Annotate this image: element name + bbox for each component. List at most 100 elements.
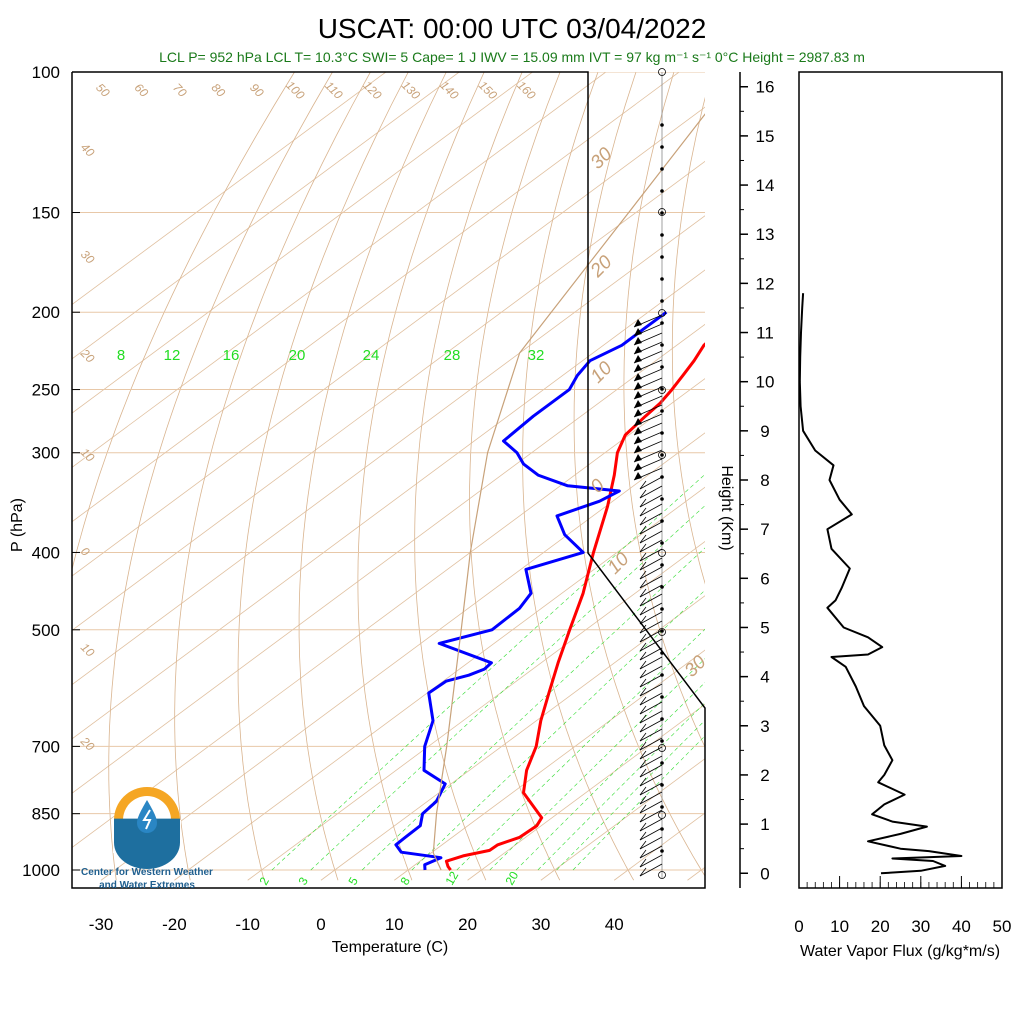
wind-barb-feather xyxy=(639,777,647,787)
wind-barb-feather xyxy=(639,588,647,598)
wind-calm-circle xyxy=(658,549,666,557)
height-tick-label: 8 xyxy=(760,471,769,490)
temperature-tick-label: 30 xyxy=(531,915,550,934)
wind-barb xyxy=(639,647,663,661)
isotherm xyxy=(174,486,705,881)
mixing-ratio-line xyxy=(271,473,705,871)
isotherm xyxy=(72,72,607,468)
wind-barb-feather xyxy=(639,525,647,535)
wind-barb-dot xyxy=(660,541,664,545)
logo-text-line2: and Water Extremes xyxy=(99,880,195,891)
height-tick-label: 4 xyxy=(760,668,769,687)
wind-barb-dot xyxy=(660,585,664,589)
cw3e-logo: Center for Western Weather and Water Ext… xyxy=(81,787,213,891)
dry-adiabat xyxy=(72,72,295,572)
wind-barb-feather xyxy=(639,804,647,814)
wind-barb-feather xyxy=(639,849,647,859)
wind-barb-dot xyxy=(660,167,664,171)
dry-adiabat xyxy=(522,72,635,881)
mixing-ratio-line xyxy=(411,589,705,871)
wind-barb-feather xyxy=(639,795,647,805)
height-tick-label: 5 xyxy=(760,618,769,637)
wind-barb-flag xyxy=(634,427,642,435)
wind-barb xyxy=(639,683,663,697)
wind-barb-dot xyxy=(660,431,664,435)
pressure-tick-label: 500 xyxy=(32,621,60,640)
isotherm xyxy=(72,72,533,414)
height-tick-label: 1 xyxy=(760,815,769,834)
isotherm xyxy=(320,595,705,881)
flux-axis-label: Water Vapor Flux (g/kg*m/s) xyxy=(800,943,1000,960)
wind-barb xyxy=(639,548,663,562)
pressure-tick-label: 1000 xyxy=(22,861,60,880)
wind-barb xyxy=(639,755,663,769)
wind-barb xyxy=(639,692,663,706)
wind-barb xyxy=(639,476,663,490)
wind-barb-feather xyxy=(639,714,647,724)
wind-barb-flag xyxy=(634,409,642,417)
height-tick-label: 13 xyxy=(756,225,775,244)
wind-barb-flag xyxy=(634,373,642,381)
wind-barb-flag xyxy=(634,364,642,372)
dry-adiabat xyxy=(357,72,485,881)
height-axis-label: Height (Km) xyxy=(718,465,735,550)
wind-barb xyxy=(639,818,663,832)
wind-calm-circle xyxy=(658,208,666,216)
dry-adiabat xyxy=(414,72,523,881)
chart-title: USCAT: 00:00 UTC 03/04/2022 xyxy=(318,13,707,44)
wind-barb xyxy=(639,674,663,688)
pressure-tick-label: 700 xyxy=(32,737,60,756)
mixing-ratio-line xyxy=(456,628,705,871)
dry-adiabat xyxy=(298,72,447,881)
wind-barb-feather xyxy=(639,552,647,562)
wind-barb-flag xyxy=(634,418,642,426)
wind-barb-feather xyxy=(639,498,647,508)
x-axis-label: Temperature (C) xyxy=(332,939,448,956)
wind-barb-dot xyxy=(660,277,664,281)
height-tick-label: 0 xyxy=(760,864,769,883)
wind-barb xyxy=(639,791,663,805)
wind-barb xyxy=(639,764,663,778)
wind-barb-feather xyxy=(639,570,647,580)
wind-barb xyxy=(639,575,663,589)
mixing-ratio-label: 24 xyxy=(363,347,380,364)
isotherm xyxy=(72,106,705,577)
height-tick-label: 6 xyxy=(760,569,769,588)
wind-barb-feather xyxy=(639,741,647,751)
pressure-tick-label: 150 xyxy=(32,204,60,223)
wind-barb-dot xyxy=(660,321,664,325)
wind-barb-feather xyxy=(639,750,647,760)
wind-barb-feather xyxy=(639,696,647,706)
isotherm xyxy=(394,649,705,881)
flux-tick-label: 30 xyxy=(911,917,930,936)
dry-adiabat xyxy=(108,72,333,881)
pressure-tick-label: 250 xyxy=(32,381,60,400)
wind-barb-flag xyxy=(634,346,642,354)
wind-barb-dot xyxy=(660,387,664,391)
isotherm xyxy=(72,269,705,740)
wind-barb xyxy=(639,602,663,616)
temperature-line xyxy=(444,342,705,871)
isotherm xyxy=(72,72,387,306)
wind-barb-dot xyxy=(660,211,664,215)
pressure-tick-label: 100 xyxy=(32,63,60,82)
flux-tick-label: 40 xyxy=(952,917,971,936)
dry-adiabat xyxy=(623,72,705,748)
wind-barb-feather xyxy=(639,723,647,733)
wind-barb-feather xyxy=(639,480,647,490)
wind-barb-flag xyxy=(634,319,642,327)
dry-adiabat xyxy=(237,72,409,881)
wind-barb-flag xyxy=(634,355,642,363)
wind-barb xyxy=(639,665,663,679)
flux-line xyxy=(798,293,963,875)
wind-barb-flag xyxy=(634,436,642,444)
wind-barb-dot xyxy=(660,761,664,765)
isotherm xyxy=(72,215,705,686)
wind-barb-feather xyxy=(639,732,647,742)
wind-barb xyxy=(639,800,663,814)
plot-frame xyxy=(71,71,706,889)
mixing-ratio-label: 20 xyxy=(289,347,306,364)
height-tick-label: 15 xyxy=(756,127,775,146)
wind-barb-feather xyxy=(639,579,647,589)
mixing-ratio-label-bottom: 12 xyxy=(442,869,461,888)
